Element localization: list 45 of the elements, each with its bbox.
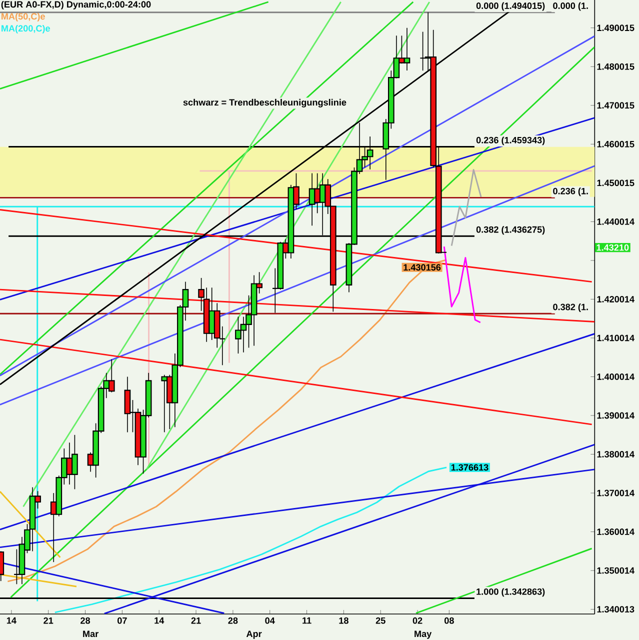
data-label: 1.430156: [404, 264, 441, 271]
annotation: 0.382 (1.: [553, 304, 588, 312]
text: 1.43210: [596, 244, 629, 251]
y-tick-label: 1.480015: [597, 63, 634, 70]
y-tick-label: 1.450015: [597, 180, 634, 186]
y-tick-label: 1.350014: [597, 567, 634, 574]
x-tick-label: 08: [444, 617, 454, 624]
x-tick-label: 28: [80, 617, 90, 624]
x-tick-label: 14: [154, 617, 164, 624]
y-tick-label: 1.340013: [597, 606, 634, 613]
y-tick-label: 1.380014: [597, 451, 634, 458]
annotation: 0.000 (1.494015): [476, 2, 545, 11]
y-tick-label: 1.390014: [597, 412, 634, 419]
y-tick-label: 1.370014: [597, 490, 634, 496]
text: MA(50,C)e: [2, 12, 45, 22]
x-tick-label: 02: [412, 617, 422, 624]
x-tick-label: 21: [191, 617, 201, 624]
x-tick-label: 11: [302, 617, 312, 624]
annotation: 0.000 (1.: [553, 2, 588, 11]
y-tick-label: 1.360014: [597, 528, 634, 535]
y-tick-label: 1.490015: [597, 24, 634, 32]
y-tick-label: 1.400014: [597, 374, 634, 380]
annotation: 0.236 (1.: [553, 188, 588, 196]
x-tick-label: 25: [376, 617, 386, 624]
y-tick-label: 1.470015: [597, 102, 634, 109]
annotation: 0.382 (1.436275): [476, 226, 545, 235]
y-tick-label: 1.460015: [597, 140, 634, 148]
x-tick-label: 18: [339, 617, 348, 624]
x-tick-label: 21: [44, 617, 54, 624]
data-label: 1.376613: [451, 464, 488, 471]
x-tick-label: 14: [6, 617, 16, 624]
chart-title: (EUR A0-FX,D) Dynamic,0:00-24:00: [1, 0, 151, 10]
x-tick-label: 04: [265, 617, 275, 624]
x-tick-label: 07: [117, 617, 127, 624]
y-tick-label: 1.410014: [597, 334, 634, 342]
x2-tick-label: Apr: [246, 630, 262, 639]
x-tick-label: 28: [228, 617, 238, 624]
x2-tick-label: Mar: [83, 630, 98, 638]
text: MA(200,C)e: [2, 24, 50, 34]
x2-tick-label: May: [414, 630, 432, 639]
annotation: 0.236 (1.459343): [476, 136, 545, 146]
y-tick-label: 1.420014: [597, 296, 634, 302]
annotation: schwarz = Trendbeschleunigungslinie: [183, 98, 346, 108]
y-tick-label: 1.440014: [597, 218, 634, 225]
annotation: 1.000 (1.342863): [476, 588, 545, 597]
